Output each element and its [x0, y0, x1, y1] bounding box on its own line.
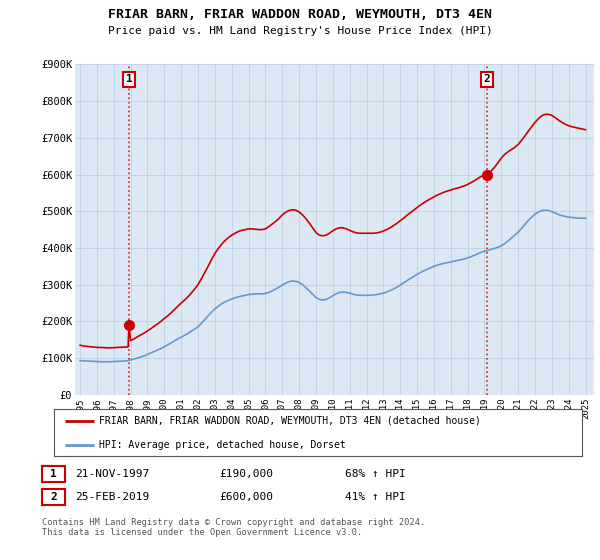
Text: 21-NOV-1997: 21-NOV-1997	[75, 469, 149, 479]
Text: 2: 2	[50, 492, 57, 502]
Text: FRIAR BARN, FRIAR WADDON ROAD, WEYMOUTH, DT3 4EN (detached house): FRIAR BARN, FRIAR WADDON ROAD, WEYMOUTH,…	[99, 416, 481, 426]
Text: 41% ↑ HPI: 41% ↑ HPI	[345, 492, 406, 502]
Text: £190,000: £190,000	[219, 469, 273, 479]
Text: Contains HM Land Registry data © Crown copyright and database right 2024.
This d: Contains HM Land Registry data © Crown c…	[42, 518, 425, 538]
Text: 25-FEB-2019: 25-FEB-2019	[75, 492, 149, 502]
Text: Price paid vs. HM Land Registry's House Price Index (HPI): Price paid vs. HM Land Registry's House …	[107, 26, 493, 36]
Text: FRIAR BARN, FRIAR WADDON ROAD, WEYMOUTH, DT3 4EN: FRIAR BARN, FRIAR WADDON ROAD, WEYMOUTH,…	[108, 8, 492, 21]
Text: £600,000: £600,000	[219, 492, 273, 502]
Text: 1: 1	[50, 469, 57, 479]
Text: 68% ↑ HPI: 68% ↑ HPI	[345, 469, 406, 479]
Text: 1: 1	[125, 74, 132, 85]
Text: HPI: Average price, detached house, Dorset: HPI: Average price, detached house, Dors…	[99, 440, 346, 450]
Text: 2: 2	[484, 74, 490, 85]
